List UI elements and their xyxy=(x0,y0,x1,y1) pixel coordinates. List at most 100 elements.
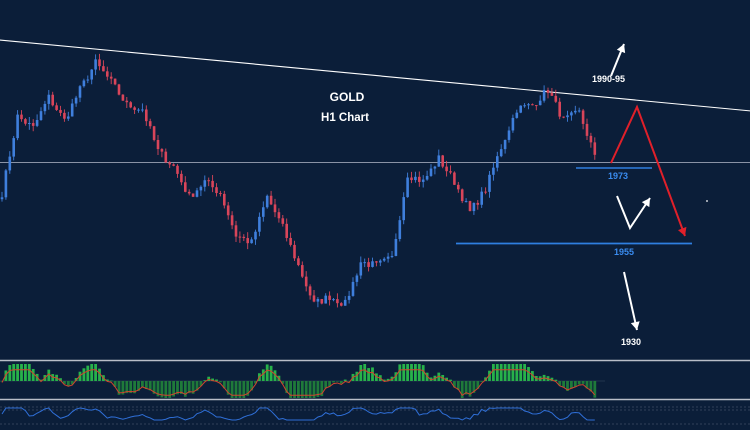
candle xyxy=(82,78,86,88)
candle-body xyxy=(531,104,534,106)
candle xyxy=(39,107,43,121)
macd-bar xyxy=(66,381,70,386)
candle xyxy=(137,108,140,113)
candle-body xyxy=(363,262,366,264)
candle-body xyxy=(297,258,300,266)
candle-body xyxy=(453,172,456,185)
macd-bar xyxy=(98,368,101,381)
macd-bar xyxy=(449,379,452,381)
candle-body xyxy=(12,138,15,157)
candle xyxy=(394,233,398,257)
macd-bar xyxy=(137,381,140,391)
macd-bar xyxy=(187,381,191,394)
candle xyxy=(503,139,507,154)
macd-bar xyxy=(593,381,597,398)
macd-bar xyxy=(269,365,273,381)
candle-body xyxy=(102,66,105,72)
oscillator-line xyxy=(1,407,595,421)
candle-body xyxy=(433,166,437,169)
candle xyxy=(496,151,499,172)
macd-bar xyxy=(226,381,230,395)
candle-body xyxy=(262,207,265,217)
candle xyxy=(437,149,441,167)
candle-body xyxy=(394,238,398,256)
candle-body xyxy=(39,111,43,121)
candle-body xyxy=(195,190,199,197)
macd-bar xyxy=(12,364,16,381)
candle xyxy=(468,200,472,212)
macd-bar xyxy=(460,381,464,398)
macd-bar xyxy=(468,381,472,397)
candle-body xyxy=(523,105,526,107)
candle-body xyxy=(367,262,370,267)
candle-body xyxy=(398,220,402,239)
candle xyxy=(121,94,125,101)
candle-body xyxy=(585,123,589,136)
macd-bar xyxy=(94,364,97,381)
macd-bar xyxy=(581,381,585,384)
candle-body xyxy=(148,121,152,127)
candle-body xyxy=(113,78,117,85)
macd-bar xyxy=(246,381,250,396)
macd-bar xyxy=(414,364,417,381)
candle xyxy=(593,137,597,160)
macd-bar xyxy=(402,364,406,381)
candle-body xyxy=(406,177,409,198)
macd-bar xyxy=(250,381,253,391)
candle xyxy=(106,66,109,81)
candle-body xyxy=(343,299,347,306)
candle-body xyxy=(63,112,66,119)
candle-body xyxy=(125,100,129,103)
candle xyxy=(293,240,296,261)
macd-bar xyxy=(515,364,519,381)
macd-bar xyxy=(355,371,359,381)
macd-bar xyxy=(39,379,43,381)
candle-body xyxy=(59,109,62,113)
candle-body xyxy=(180,173,183,183)
macd-bar xyxy=(421,365,425,381)
candle xyxy=(535,105,538,111)
candle xyxy=(102,60,105,72)
candle xyxy=(351,277,355,297)
candle xyxy=(558,97,561,120)
candle-body xyxy=(324,295,327,304)
arrow-bearish-scenario-head xyxy=(677,226,687,236)
candle xyxy=(67,111,70,121)
candle-body xyxy=(410,177,413,181)
macd-bar xyxy=(480,381,484,382)
candle-body xyxy=(293,244,296,259)
macd-bar xyxy=(144,381,148,390)
candle-body xyxy=(386,256,390,259)
macd-bar xyxy=(550,377,554,381)
candle xyxy=(531,103,534,106)
macd-bar xyxy=(203,380,207,381)
candle xyxy=(281,215,285,227)
macd-bar xyxy=(164,381,168,398)
macd-bar xyxy=(293,381,296,398)
candle-body xyxy=(519,105,522,113)
candle-body xyxy=(359,262,363,276)
candle xyxy=(379,259,382,267)
candle xyxy=(289,232,292,247)
candle xyxy=(457,181,460,193)
candle xyxy=(519,105,522,114)
candle xyxy=(320,298,324,305)
candle xyxy=(312,290,316,303)
macd-bar xyxy=(285,381,289,394)
candle-body xyxy=(230,215,234,226)
candle-body xyxy=(219,193,222,195)
macd-bar xyxy=(156,381,160,397)
macd-bar xyxy=(511,364,515,381)
candle xyxy=(184,176,187,193)
candle-body xyxy=(581,110,585,124)
candle-body xyxy=(273,204,277,213)
macd-bar xyxy=(589,381,593,392)
candle xyxy=(507,126,511,143)
macd-bar xyxy=(109,380,113,382)
macd-bar xyxy=(371,367,374,381)
candle xyxy=(242,234,246,242)
candle-body xyxy=(464,201,468,203)
macd-bar xyxy=(320,381,324,397)
macd-bar xyxy=(554,379,558,381)
